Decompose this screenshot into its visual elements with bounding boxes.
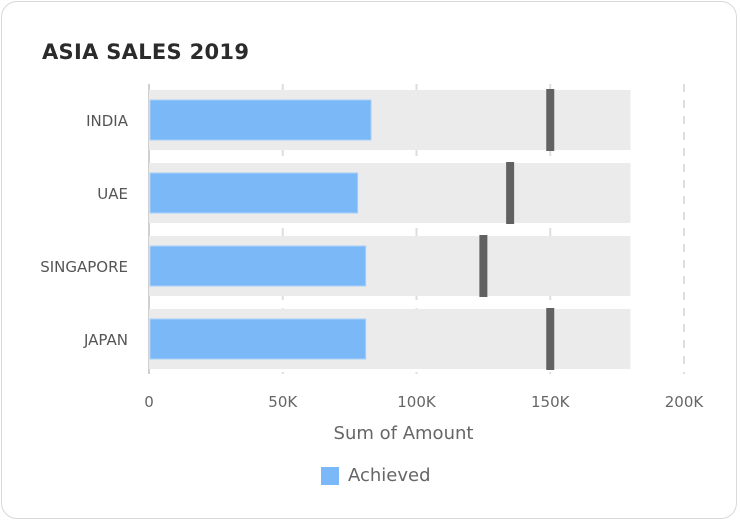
legend-label-achieved: Achieved (348, 465, 431, 486)
x-tick-label: 150K (531, 393, 571, 411)
x-tick-label: 100K (397, 393, 437, 411)
achieved-bar (149, 318, 367, 360)
achieved-bar (149, 245, 367, 287)
target-marker (506, 162, 515, 224)
achieved-bar (149, 99, 372, 141)
category-label: INDIA (86, 112, 129, 130)
category-label: SINGAPORE (40, 258, 128, 276)
category-label: JAPAN (83, 331, 128, 349)
legend-swatch-achieved (321, 466, 339, 485)
legend[interactable]: Achieved (321, 465, 431, 486)
chart-title: ASIA SALES 2019 (42, 40, 250, 64)
x-tick-label: 50K (268, 393, 298, 411)
target-marker (479, 235, 488, 297)
x-tick-label: 0 (144, 393, 154, 411)
achieved-bar (149, 172, 359, 214)
category-label: UAE (97, 185, 128, 203)
target-marker (546, 89, 555, 151)
x-axis-title: Sum of Amount (334, 423, 474, 444)
target-marker (546, 308, 555, 370)
x-tick-label: 200K (665, 393, 705, 411)
